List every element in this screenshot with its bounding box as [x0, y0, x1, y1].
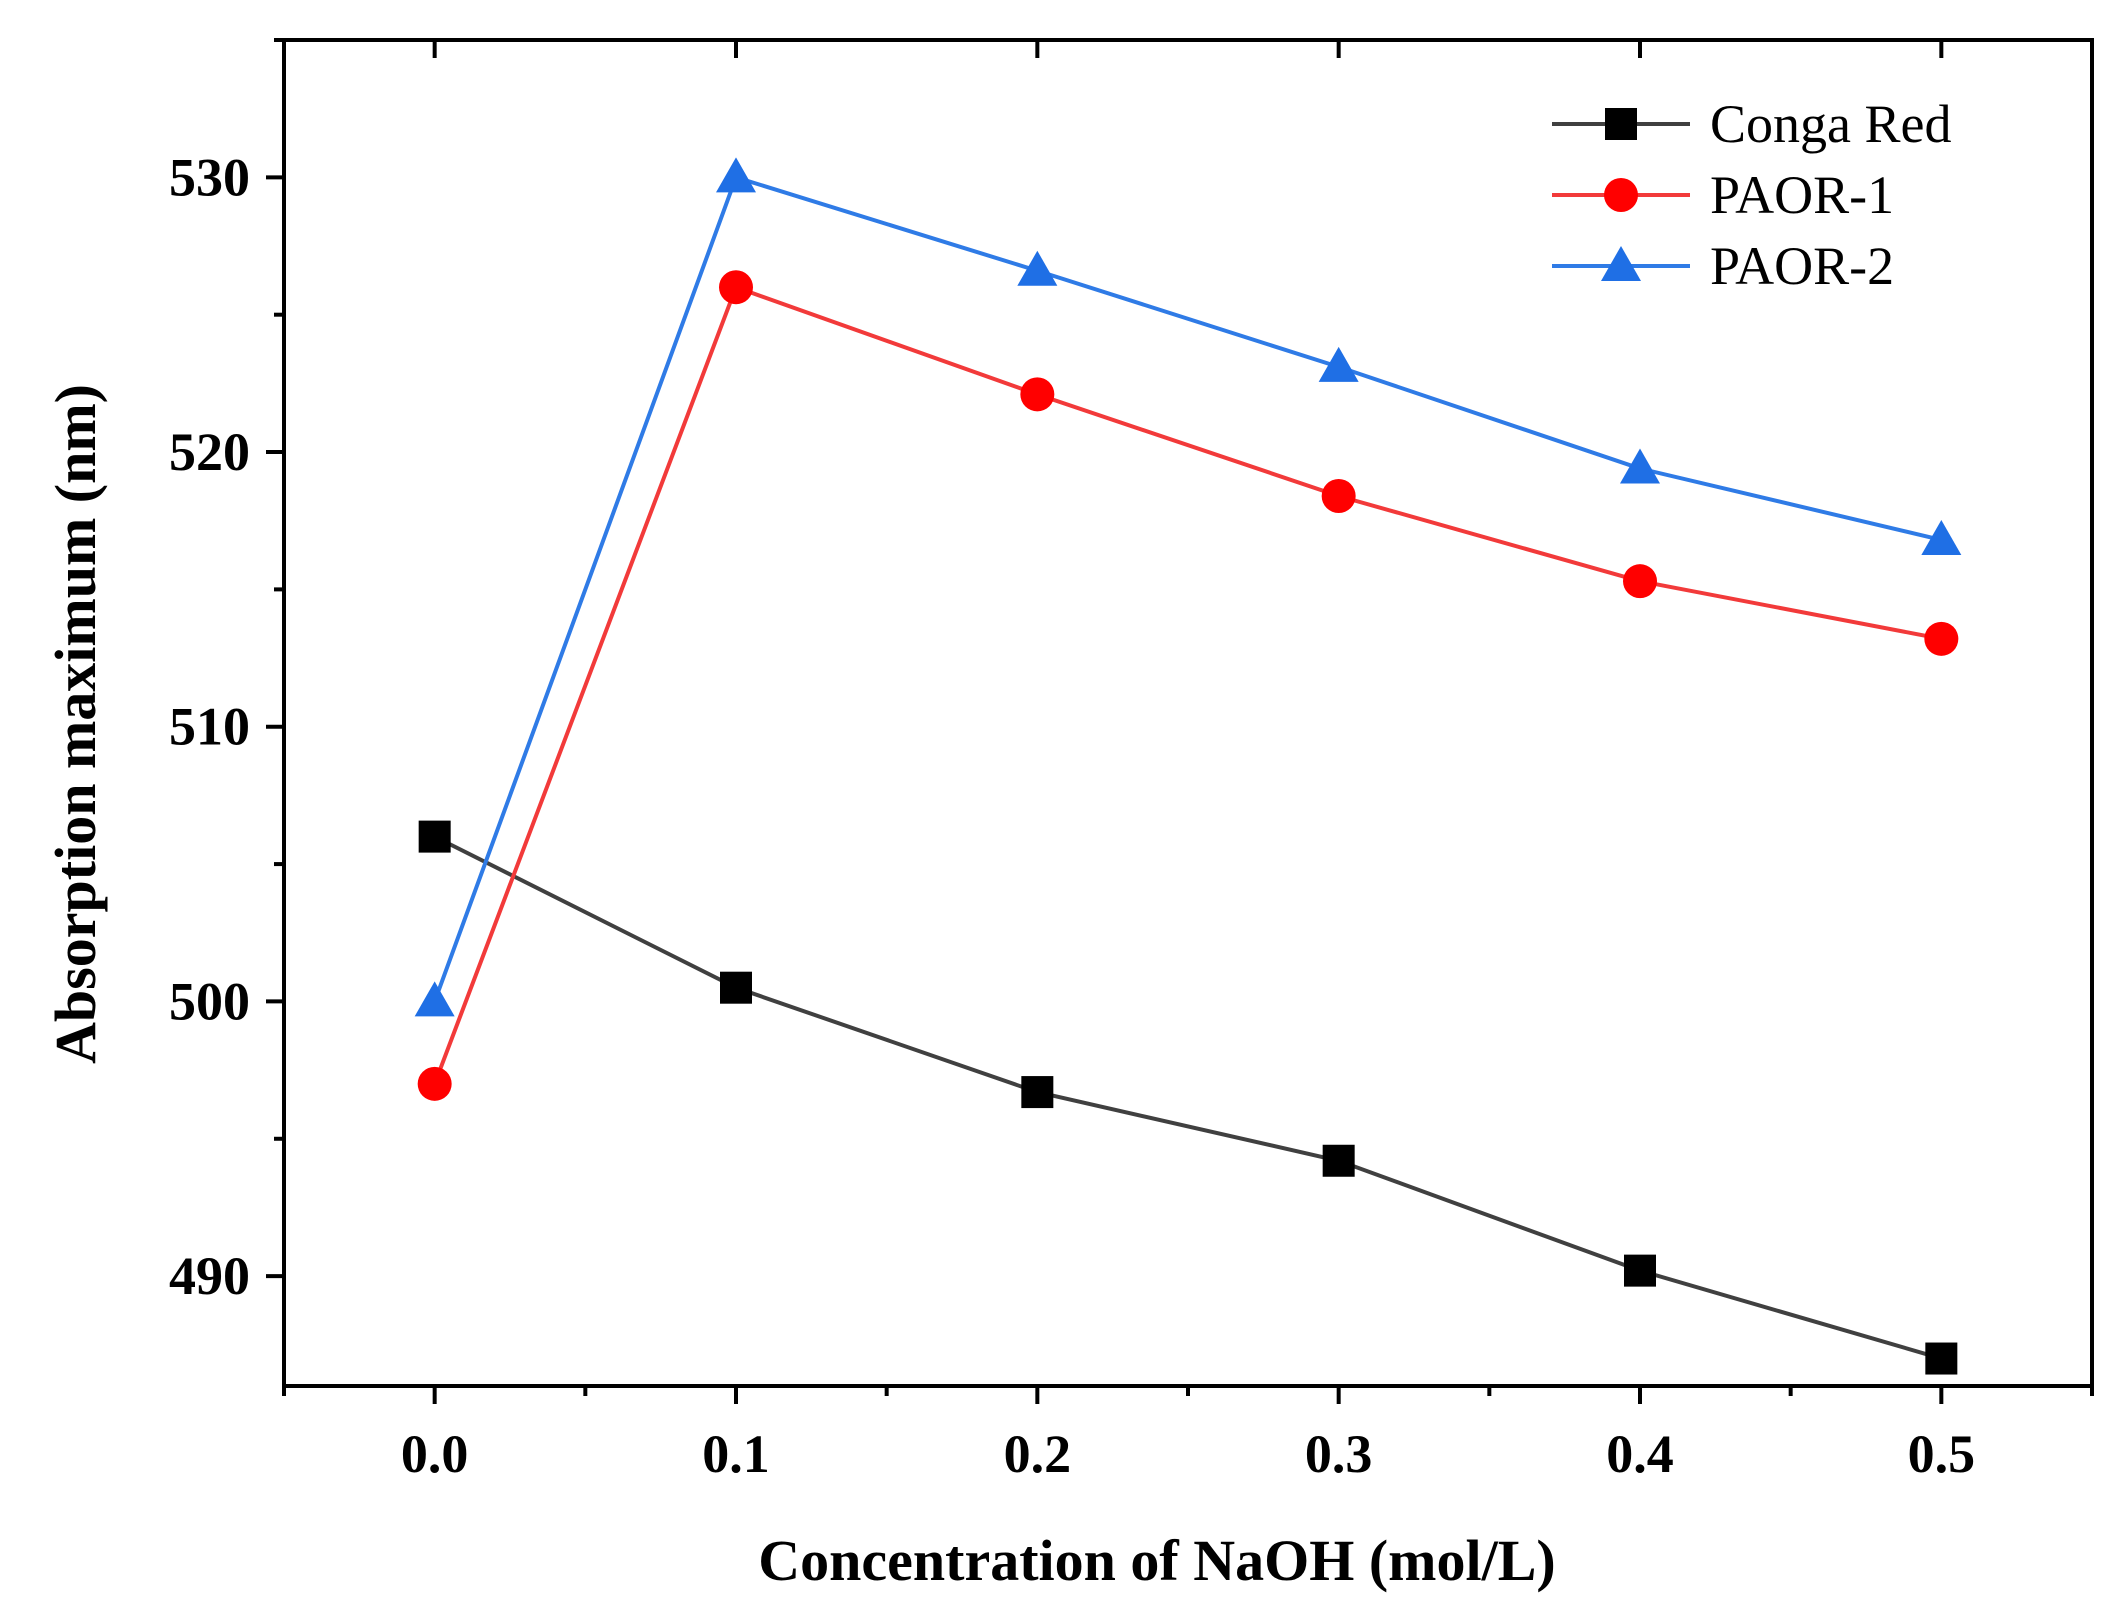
y-axis-title: Absorption maximum (nm) — [43, 384, 108, 1064]
legend: Conga Red PAOR-1 PAOR-2 — [1552, 94, 1951, 296]
y-tick-label: 500 — [169, 971, 250, 1031]
legend-marker — [1605, 108, 1637, 140]
data-point — [1620, 448, 1660, 484]
data-point — [1925, 1342, 1958, 1375]
series-line — [432, 284, 1942, 1085]
legend-label: Conga Red — [1710, 94, 1951, 154]
legend-label: PAOR-2 — [1710, 236, 1894, 296]
legend-label: PAOR-1 — [1710, 165, 1894, 225]
series-paor-2 — [414, 157, 1962, 1017]
data-point — [716, 157, 756, 193]
y-tick-label: 520 — [169, 422, 250, 482]
data-point — [1921, 519, 1962, 555]
legend-entry: Conga Red — [1552, 94, 1951, 154]
data-point — [418, 820, 451, 853]
legend-marker — [1601, 246, 1641, 281]
series-line — [432, 174, 1942, 1003]
axes: 0.0 0.1 0.2 0.3 0.4 0.5 490 500 510 520 530 — [169, 38, 2094, 1484]
x-tick-label: 0.2 — [1004, 1424, 1072, 1484]
legend-entry: PAOR-1 — [1552, 165, 1894, 225]
data-point — [1623, 564, 1657, 599]
data-point — [720, 971, 752, 1004]
x-tick-label: 0.4 — [1606, 1424, 1674, 1484]
data-point — [414, 981, 455, 1017]
data-point — [1924, 621, 1959, 656]
y-tick-label: 490 — [169, 1246, 250, 1306]
data-point — [1318, 346, 1359, 382]
data-point — [1321, 478, 1356, 513]
y-tick-label: 510 — [169, 697, 250, 757]
data-point — [1624, 1254, 1656, 1287]
series-line — [433, 834, 1942, 1361]
data-point — [1017, 250, 1058, 286]
x-tick-label: 0.0 — [401, 1424, 469, 1484]
x-tick-label: 0.1 — [702, 1424, 770, 1484]
legend-marker — [1604, 178, 1638, 212]
y-tick-label: 530 — [169, 147, 250, 207]
series-paor-1 — [417, 270, 1959, 1101]
x-axis-title: Concentration of NaOH (mol/L) — [758, 1528, 1555, 1593]
series-layer — [414, 157, 1962, 1375]
data-point — [1322, 1144, 1355, 1177]
data-point — [1021, 1076, 1054, 1109]
legend-entry: PAOR-2 — [1552, 236, 1894, 296]
series-conga-red — [418, 820, 1958, 1375]
x-tick-label: 0.5 — [1908, 1424, 1976, 1484]
x-tick-label: 0.3 — [1305, 1424, 1373, 1484]
data-point — [719, 270, 753, 305]
data-point — [417, 1066, 452, 1101]
data-point — [1020, 377, 1055, 412]
